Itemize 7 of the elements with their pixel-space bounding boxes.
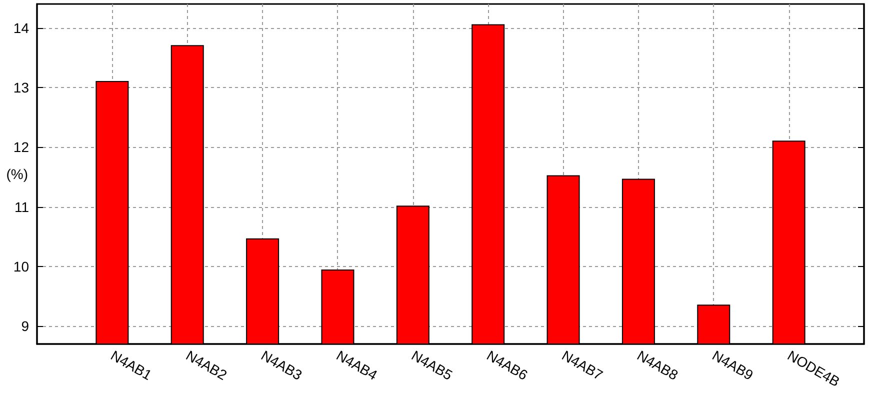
y-tick-label: 10 <box>13 258 30 274</box>
y-tick-label: 12 <box>13 139 30 156</box>
y-axis-title: (%) <box>6 166 28 182</box>
y-tick-label: 11 <box>14 198 30 215</box>
y-tick-label: 13 <box>13 80 30 96</box>
y-tick-label: 9 <box>21 318 30 334</box>
y-tick-label: 14 <box>13 20 30 36</box>
